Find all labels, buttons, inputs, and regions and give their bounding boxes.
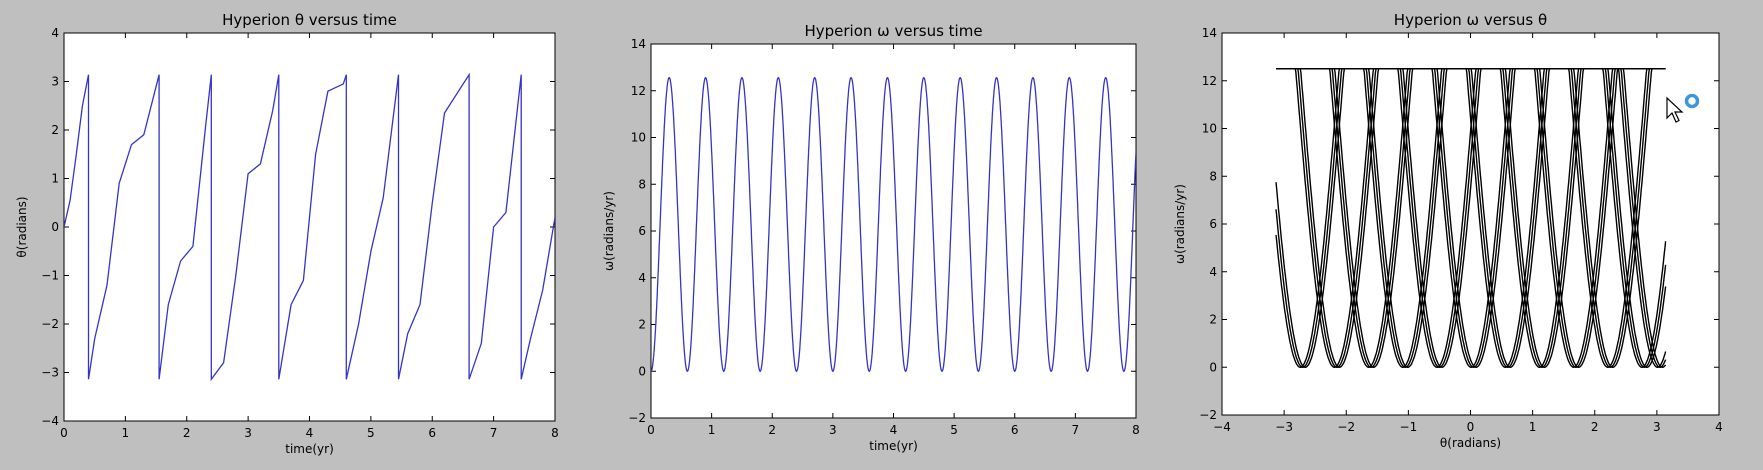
y-tick-label: 2 <box>638 318 646 332</box>
y-tick-label: 14 <box>1202 26 1217 40</box>
x-tick-label: 8 <box>551 426 559 440</box>
x-tick-label: 1 <box>1529 420 1537 434</box>
axis-ticks: 0 1 2 3 4 5 6 7 8 −4 −3 −2 −1 0 1 2 3 4 <box>41 26 559 440</box>
phase-arch-curve <box>1584 68 1667 369</box>
y-tick-label: 4 <box>1209 265 1217 279</box>
theta-series-line <box>64 72 555 382</box>
x-tick-label: 0 <box>60 426 68 440</box>
y-tick-label: 4 <box>638 271 646 285</box>
x-tick-label: 4 <box>306 426 314 440</box>
y-tick-label: −3 <box>41 366 59 380</box>
x-tick-label: 0 <box>647 423 655 437</box>
x-tick-label: 6 <box>1011 423 1019 437</box>
omega-versus-time-figure: Hyperion ω versus time time(yr) ω(radian… <box>588 9 1156 461</box>
y-tick-label: 4 <box>51 26 59 40</box>
y-tick-label: −2 <box>1199 408 1217 422</box>
x-tick-label: 5 <box>950 423 958 437</box>
y-tick-label: 0 <box>638 364 646 378</box>
x-tick-label: −3 <box>1275 420 1293 434</box>
x-tick-label: 1 <box>708 423 716 437</box>
phase-arch-curve <box>1535 68 1666 369</box>
x-tick-label: 2 <box>768 423 776 437</box>
y-tick-label: 8 <box>1209 169 1217 183</box>
x-tick-label: 4 <box>890 423 898 437</box>
y-tick-label: 12 <box>1202 74 1217 88</box>
y-tick-label: 0 <box>51 220 59 234</box>
y-tick-label: 10 <box>1202 122 1217 136</box>
y-tick-label: 14 <box>631 37 646 51</box>
series-group <box>64 72 555 382</box>
series-group <box>1275 68 1667 369</box>
y-tick-label: 12 <box>631 84 646 98</box>
y-tick-label: 2 <box>51 123 59 137</box>
x-tick-label: 5 <box>367 426 375 440</box>
theta-versus-time-figure: Hyperion θ versus time time(yr) θ(radian… <box>10 9 578 461</box>
chart-title: Hyperion ω versus θ <box>1394 11 1547 29</box>
chart-title: Hyperion θ versus time <box>222 11 397 29</box>
y-axis-label: θ(radians) <box>15 196 29 257</box>
chart-title: Hyperion ω versus time <box>804 22 982 40</box>
y-tick-label: 6 <box>638 224 646 238</box>
plot-series <box>651 76 1136 373</box>
y-tick-label: −1 <box>41 269 59 283</box>
x-tick-label: −1 <box>1400 420 1418 434</box>
y-tick-label: −2 <box>628 411 646 425</box>
x-tick-label: 8 <box>1132 423 1140 437</box>
series-group <box>651 76 1136 373</box>
y-axis-label: ω(radians/yr) <box>602 191 616 271</box>
x-tick-label: 2 <box>183 426 191 440</box>
x-tick-label: 2 <box>1591 420 1599 434</box>
x-tick-label: 3 <box>1653 420 1661 434</box>
x-axis-label: θ(radians) <box>1440 436 1501 450</box>
x-tick-label: 7 <box>1072 423 1080 437</box>
x-axis-label: time(yr) <box>285 442 334 456</box>
omega-series-line <box>651 76 1136 373</box>
y-tick-label: −4 <box>41 414 59 428</box>
plot-area <box>650 43 1137 419</box>
y-tick-label: 2 <box>1209 313 1217 327</box>
x-tick-label: 0 <box>1467 420 1475 434</box>
y-axis-label: ω(radians/yr) <box>1173 184 1187 264</box>
x-tick-label: 6 <box>428 426 436 440</box>
plot-area <box>63 32 556 422</box>
y-tick-label: 10 <box>631 131 646 145</box>
y-tick-label: 8 <box>638 177 646 191</box>
x-tick-label: −4 <box>1213 420 1231 434</box>
x-tick-label: −2 <box>1337 420 1355 434</box>
plot-series <box>1275 68 1667 369</box>
plot-series <box>64 72 555 382</box>
x-tick-label: 3 <box>244 426 252 440</box>
x-tick-label: 3 <box>829 423 837 437</box>
y-tick-label: 3 <box>51 75 59 89</box>
y-tick-label: 6 <box>1209 217 1217 231</box>
x-tick-label: 1 <box>122 426 130 440</box>
phase-arch-curve <box>1500 68 1657 369</box>
x-tick-label: 7 <box>490 426 498 440</box>
y-tick-label: 0 <box>1209 360 1217 374</box>
omega-versus-theta-figure: Hyperion ω versus θ θ(radians) ω(radians… <box>1167 9 1753 461</box>
x-tick-label: 4 <box>1715 420 1723 434</box>
y-tick-label: 1 <box>51 172 59 186</box>
y-tick-label: −2 <box>41 317 59 331</box>
x-axis-label: time(yr) <box>869 439 918 453</box>
